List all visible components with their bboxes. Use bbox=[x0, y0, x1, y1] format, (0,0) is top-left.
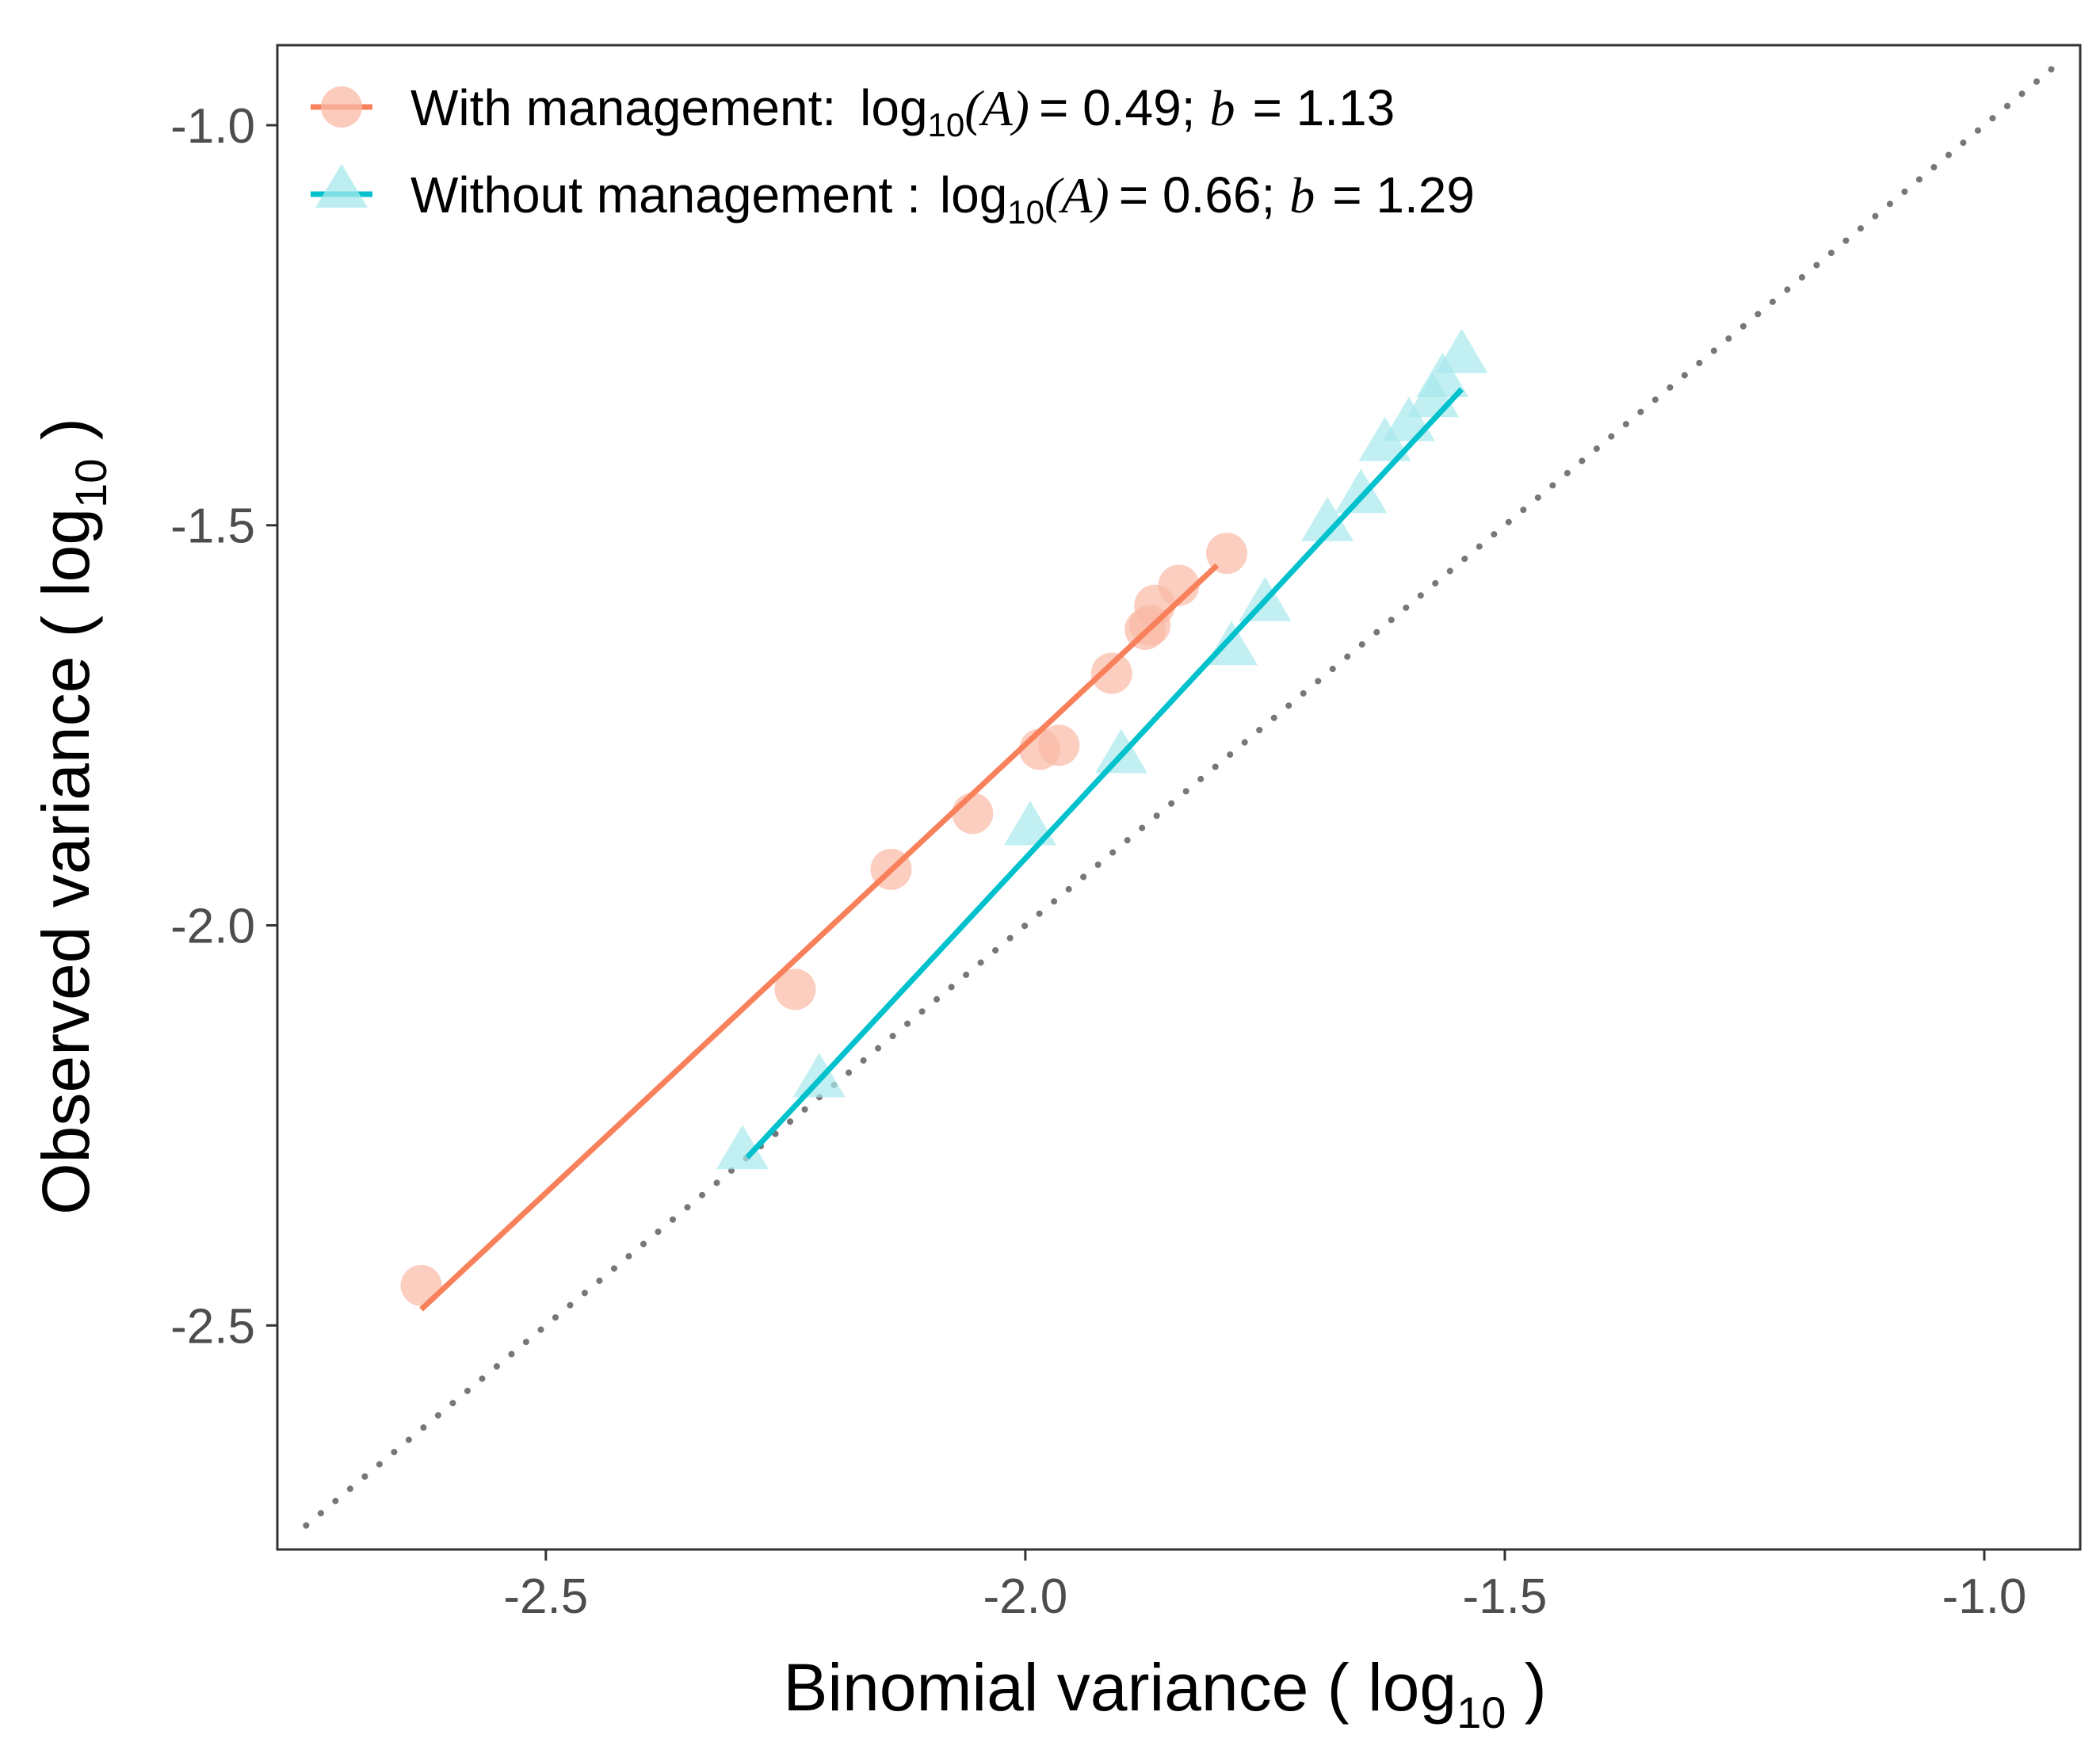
data-point-circle bbox=[1090, 652, 1132, 694]
data-point-triangle bbox=[1301, 496, 1354, 541]
data-point-triangle bbox=[1094, 728, 1147, 774]
data-point-circle bbox=[952, 793, 994, 835]
one-to-one-reference-line bbox=[303, 58, 2064, 1529]
data-point-triangle bbox=[1334, 468, 1388, 514]
x-axis-title: Binomial variance ( log10 ) bbox=[783, 1650, 1546, 1737]
data-point-circle bbox=[1206, 533, 1248, 575]
data-point-triangle bbox=[1435, 328, 1488, 373]
data-point-triangle bbox=[1416, 353, 1469, 398]
axes-layer: -2.5 -2.0 -1.5 -1.0 -2.5 -2.0 -1.5 -1.0 bbox=[170, 99, 2026, 1624]
x-tick-label: -2.5 bbox=[503, 1569, 588, 1624]
series-without-management bbox=[716, 328, 1488, 1170]
y-tick-label: -1.0 bbox=[170, 99, 255, 154]
data-point-circle bbox=[774, 969, 816, 1011]
y-tick-label: -2.5 bbox=[170, 1299, 255, 1354]
y-axis-title: Observed variance ( log10 ) bbox=[29, 418, 116, 1214]
legend-triangle-marker bbox=[315, 164, 368, 208]
plot-panel bbox=[276, 44, 2082, 1551]
y-tick-label: -2.0 bbox=[170, 900, 255, 954]
legend-circle-marker bbox=[321, 86, 362, 128]
series-layer bbox=[400, 328, 1488, 1312]
series-with-management bbox=[400, 533, 1248, 1312]
legend-label-without-management: Without management : log10(A) = 0.66; b = 1.… bbox=[410, 166, 1475, 231]
fit-line-with-management bbox=[419, 563, 1220, 1312]
fit-line-without-management bbox=[745, 387, 1464, 1160]
legend-label-with-management: With management: log10(A) = 0.49; b = 1.13 bbox=[410, 79, 1395, 143]
y-tick-label: -1.5 bbox=[170, 499, 255, 554]
data-point-circle bbox=[1038, 724, 1080, 766]
data-point-circle bbox=[1158, 564, 1200, 606]
data-point-circle bbox=[400, 1264, 442, 1306]
legend-item-with-management: With management: log10(A) = 0.49; b = 1.13 bbox=[311, 79, 1395, 143]
x-tick-label: -2.0 bbox=[983, 1569, 1067, 1624]
x-tick-label: -1.0 bbox=[1942, 1569, 2027, 1624]
data-point-triangle bbox=[792, 1053, 846, 1098]
x-tick-label: -1.5 bbox=[1463, 1569, 1548, 1624]
legend-item-without-management: Without management : log10(A) = 0.66; b = 1.… bbox=[311, 164, 1475, 231]
data-point-triangle bbox=[716, 1125, 769, 1170]
legend: With management: log10(A) = 0.49; b = 1.13 W… bbox=[311, 79, 1475, 231]
data-point-triangle bbox=[1003, 800, 1056, 846]
